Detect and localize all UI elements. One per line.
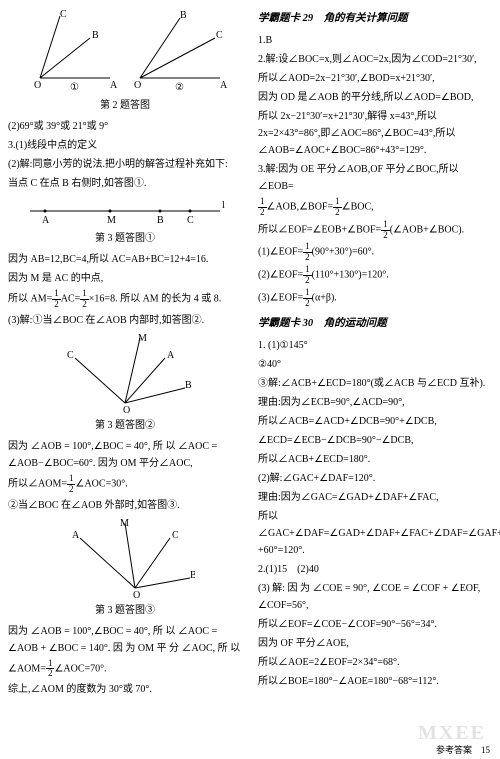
text-30-2b: 理由:因为∠GAC=∠GAD+∠DAF+∠FAC, — [258, 489, 492, 506]
text-30-2a: (2)解:∠GAC+∠DAF=120°. — [258, 470, 492, 487]
txt: (3)∠EOF= — [258, 293, 303, 304]
lbl-B-left: B — [92, 30, 99, 41]
text-q3c: 所以∠EOF=∠EOB+∠BOF=12(∠AOB+∠BOC). — [258, 220, 492, 241]
text-p3-2a: (2)解:同意小芳的说法.把小明的解答过程补充如下: — [8, 156, 242, 173]
text-p3-2c: 因为 AB=12,BC=4,所以 AC=AB+BC=12+4=16. — [8, 251, 242, 268]
text-30-1a: 1. (1)①145° — [258, 337, 492, 354]
lbl-C: C — [67, 350, 74, 361]
text-p3-3c: 所以∠AOM=12∠AOC=30°. — [8, 474, 242, 495]
txt: (110°+130°)=120°. — [312, 270, 389, 281]
text-p3-2d: 所以 AM=12AC=12×16=8. 所以 AM 的长为 4 或 8. — [8, 289, 242, 310]
lbl-C: C — [172, 530, 179, 541]
lbl-B-right: B — [180, 10, 187, 21]
txt: (α+β). — [312, 293, 337, 304]
text-q1: 1.B — [258, 32, 492, 49]
lbl-C: C — [187, 215, 194, 226]
text-30-1e: 所以∠ACB=∠ACD+∠DCB=90°+∠DCB, — [258, 413, 492, 430]
heading-30: 学霸题卡 30 角的运动问题 — [258, 315, 492, 333]
text-q2c: 因为 OD 是∠AOB 的平分线,所以∠AOD=∠BOD, — [258, 89, 492, 106]
lbl-B: B — [190, 570, 195, 581]
text-q3e: (2)∠EOF=12(110°+130°)=120°. — [258, 265, 492, 286]
text-30-1b: ②40° — [258, 356, 492, 373]
text-q3a: 3.解:因为 OE 平分∠AOB,OF 平分∠BOC,所以∠EOB= — [258, 161, 492, 195]
txt: ∠BOC, — [342, 202, 374, 213]
lbl-l: l — [222, 200, 225, 211]
lbl-C-left: C — [60, 9, 67, 20]
text-p3-3b: 因为 ∠AOB = 100°,∠BOC = 40°, 所 以 ∠AOC = ∠A… — [8, 438, 242, 472]
caption-line: 第 3 题答图① — [8, 230, 242, 247]
txt: (∠AOB+∠BOC). — [390, 224, 464, 235]
txt: ∠AOB,∠BOF= — [267, 202, 334, 213]
text-q2d: 所以 2x−21°30′=x+21°30′,解得 x=43°,所以 2x=2×4… — [258, 108, 492, 159]
text-30-1f: ∠ECD=∠ECB−∠DCB=90°−∠DCB, — [258, 432, 492, 449]
txt: ∠AOC=70°. — [54, 663, 106, 674]
lbl-O-right: O — [134, 80, 141, 91]
lbl-C-right: C — [216, 30, 223, 41]
text-p3-3e: 因为 ∠AOB = 100°,∠BOC = 40°, 所 以 ∠AOC = ∠A… — [8, 623, 242, 657]
txt: (2)∠EOF= — [258, 270, 303, 281]
lbl-A-left: A — [110, 80, 118, 91]
text-p3-3a: (3)解:①当∠BOC 在∠AOB 内部时,如答图②. — [8, 312, 242, 329]
lbl-M: M — [107, 215, 116, 226]
text-p3-2b: 当点 C 在点 B 右侧时,如答图①. — [8, 175, 242, 192]
text-q2a: 2.解:设∠BOC=x,则∠AOC=2x,因为∠COD=21°30′, — [258, 51, 492, 68]
lbl-O: O — [123, 405, 130, 413]
text-p3-3f: ∠AOM=12∠AOC=70°. — [8, 659, 242, 680]
lbl-num-left: ① — [70, 82, 79, 93]
txt: 所以∠EOF=∠EOB+∠BOF= — [258, 224, 381, 235]
lbl-A-right: A — [220, 80, 228, 91]
text-q3f: (3)∠EOF=12(α+β). — [258, 288, 492, 309]
text-30-3d: 因为 OF 平分∠AOE, — [258, 635, 492, 652]
text-p3-3g: 综上,∠AOM 的度数为 30°或 70°. — [8, 681, 242, 698]
caption-q2: 第 2 题答图 — [8, 97, 242, 114]
txt: ∠AOM= — [8, 663, 46, 674]
lbl-A: A — [72, 530, 80, 541]
text-30-3a: 2.(1)15 (2)40 — [258, 561, 492, 578]
text-p3-3d: ②当∠BOC 在∠AOB 外部时,如答图③. — [8, 497, 242, 514]
lbl-A: A — [167, 350, 175, 361]
txt: AC= — [61, 294, 81, 305]
text-30-1g: 所以∠ACB+∠ECD=180°. — [258, 451, 492, 468]
txt: ∠AOC=30°. — [75, 478, 127, 489]
text-30-3f: 所以∠BOE=180°−∠AOE=180°−68°=112°. — [258, 673, 492, 690]
caption-angle-2: 第 3 题答图② — [8, 417, 242, 434]
caption-angle-3: 第 3 题答图③ — [8, 602, 242, 619]
lbl-num-right: ② — [175, 82, 184, 93]
heading-29: 学霸题卡 29 角的有关计算问题 — [258, 10, 492, 28]
text-p3-2d-a: 因为 M 是 AC 的中点, — [8, 270, 242, 287]
text-q2b: 所以∠AOD=2x−21°30′,∠BOD=x+21°30′, — [258, 70, 492, 87]
diagram-line: A M B C l — [20, 196, 230, 226]
text-30-1c: ③解:∠ACB+∠ECD=180°(或∠ACB 与∠ECD 互补). — [258, 375, 492, 392]
lbl-M: M — [138, 333, 147, 344]
left-column: C B O A ① C B O A ② 第 2 题答图 (2)69°或 39°或… — [0, 0, 250, 759]
lbl-M: M — [120, 518, 129, 529]
text-q3b: 12∠AOB,∠BOF=12∠BOC, — [258, 197, 492, 218]
txt: 所以 AM= — [8, 294, 52, 305]
txt: (1)∠EOF= — [258, 247, 303, 258]
lbl-B: B — [185, 380, 192, 391]
lbl-O: O — [133, 590, 140, 598]
lbl-B: B — [157, 215, 164, 226]
right-column: 学霸题卡 29 角的有关计算问题 1.B 2.解:设∠BOC=x,则∠AOC=2… — [250, 0, 500, 759]
lbl-A: A — [42, 215, 50, 226]
text-30-3b: (3) 解: 因 为 ∠COE = 90°, ∠COE = ∠COF + ∠EO… — [258, 580, 492, 614]
text-q3d: (1)∠EOF=12(90°+30°)=60°. — [258, 242, 492, 263]
text-30-3e: 所以∠AOE=2∠EOF=2×34°=68°. — [258, 654, 492, 671]
diagram-angle-2: B A M C O — [55, 333, 195, 413]
text-30-2c: 所以∠GAC+∠DAF=∠GAD+∠DAF+∠FAC+∠DAF=∠GAF+∠DA… — [258, 508, 492, 559]
text-30-3c: 所以∠EOF=∠COE−∠COF=90°−56°=34°. — [258, 616, 492, 633]
diagram-q2: C B O A ① C B O A ② — [20, 8, 230, 93]
text-p2: (2)69°或 39°或 21°或 9° — [8, 118, 242, 135]
diagram-angle-3: B C M A O — [55, 518, 195, 598]
txt: 所以∠AOM= — [8, 478, 67, 489]
lbl-O-left: O — [34, 80, 41, 91]
txt: ×16=8. 所以 AM 的长为 4 或 8. — [89, 294, 221, 305]
page-footer: 参考答案 15 — [436, 743, 490, 756]
txt: (90°+30°)=60°. — [312, 247, 374, 258]
text-30-1d: 理由:因为∠ECB=90°,∠ACD=90°, — [258, 394, 492, 411]
text-p3-1: 3.(1)线段中点的定义 — [8, 137, 242, 154]
